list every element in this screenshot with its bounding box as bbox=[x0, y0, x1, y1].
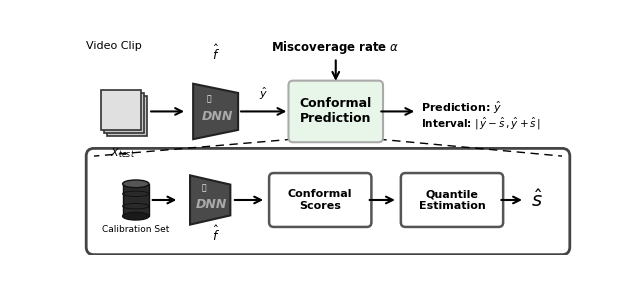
FancyBboxPatch shape bbox=[269, 173, 371, 227]
Text: 🔒: 🔒 bbox=[202, 183, 206, 192]
Text: Conformal
Prediction: Conformal Prediction bbox=[300, 98, 372, 125]
Text: $\hat{f}$: $\hat{f}$ bbox=[212, 225, 220, 245]
FancyBboxPatch shape bbox=[289, 81, 383, 142]
Text: Miscoverage rate $\alpha$: Miscoverage rate $\alpha$ bbox=[271, 39, 400, 56]
Text: Quantile
Estimation: Quantile Estimation bbox=[419, 189, 485, 211]
Text: Video Clip: Video Clip bbox=[86, 40, 142, 51]
Text: $\hat{f}$: $\hat{f}$ bbox=[212, 44, 220, 63]
Text: 🔒: 🔒 bbox=[207, 95, 212, 104]
Text: Conformal
Scores: Conformal Scores bbox=[288, 189, 353, 211]
Text: $\hat{y}$: $\hat{y}$ bbox=[259, 86, 268, 102]
Text: DNN: DNN bbox=[196, 198, 227, 211]
Ellipse shape bbox=[123, 212, 149, 220]
FancyBboxPatch shape bbox=[401, 173, 503, 227]
Bar bbox=[107, 96, 147, 136]
Bar bbox=[123, 184, 149, 216]
Polygon shape bbox=[193, 84, 238, 139]
Text: $\hat{s}$: $\hat{s}$ bbox=[531, 189, 543, 211]
Bar bbox=[104, 93, 145, 133]
Text: Prediction: $\hat{y}$: Prediction: $\hat{y}$ bbox=[421, 100, 502, 116]
Text: Interval: $|\,\hat{y}-\hat{s}\,,\hat{y}+\hat{s}\,|$: Interval: $|\,\hat{y}-\hat{s}\,,\hat{y}+… bbox=[421, 115, 541, 132]
Polygon shape bbox=[190, 175, 230, 225]
FancyBboxPatch shape bbox=[86, 148, 570, 255]
Bar bbox=[101, 90, 141, 130]
Text: DNN: DNN bbox=[202, 110, 233, 123]
Text: $X_{test}$: $X_{test}$ bbox=[110, 146, 135, 160]
Ellipse shape bbox=[123, 180, 149, 188]
Text: Calibration Set: Calibration Set bbox=[102, 225, 170, 234]
